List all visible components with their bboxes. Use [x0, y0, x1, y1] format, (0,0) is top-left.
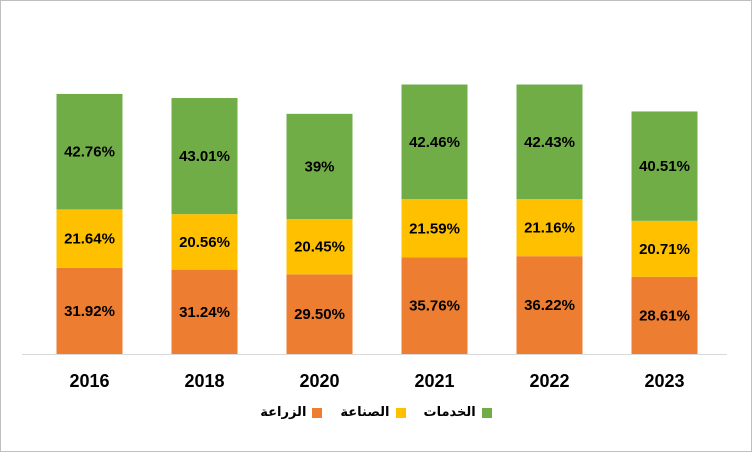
legend-label-industry: الصناعة: [340, 405, 390, 420]
x-tick-label-2022: 2022: [529, 371, 569, 391]
data-label-industry-2021: 21.59%: [409, 220, 460, 237]
bar-industry-2021: [401, 199, 468, 258]
legend-swatch-industry: [395, 407, 406, 418]
bar-agriculture-2022: [516, 256, 583, 354]
data-label-agriculture-2018: 31.24%: [179, 304, 230, 321]
data-label-agriculture-2016: 31.92%: [64, 303, 115, 320]
bar-industry-2020: [286, 219, 353, 275]
bar-agriculture-2020: [286, 274, 353, 354]
legend-item-services: الخدمات: [424, 405, 492, 420]
bar-industry-2022: [516, 199, 583, 257]
data-label-industry-2018: 20.56%: [179, 234, 230, 251]
data-label-services-2021: 42.46%: [409, 134, 460, 151]
data-label-services-2023: 40.51%: [639, 158, 690, 175]
data-label-agriculture-2021: 35.76%: [409, 298, 460, 315]
data-label-industry-2020: 20.45%: [294, 239, 345, 256]
legend: الخدمات الصناعة الزراعة: [0, 405, 752, 420]
data-label-services-2016: 42.76%: [64, 144, 115, 161]
data-label-agriculture-2022: 36.22%: [524, 297, 575, 314]
bar-industry-2018: [171, 214, 238, 270]
x-tick-label-2023: 2023: [644, 371, 684, 391]
bar-services-2021: [401, 84, 468, 200]
x-tick-label-2021: 2021: [414, 371, 454, 391]
data-label-industry-2016: 21.64%: [64, 231, 115, 248]
x-tick-label-2020: 2020: [299, 371, 339, 391]
data-label-services-2020: 39%: [304, 158, 334, 175]
bar-agriculture-2021: [401, 257, 468, 354]
bar-agriculture-2016: [56, 267, 123, 354]
legend-label-agriculture: الزراعة: [260, 405, 307, 420]
data-label-agriculture-2020: 29.50%: [294, 306, 345, 323]
bar-services-2018: [171, 98, 238, 215]
bar-agriculture-2023: [631, 276, 698, 354]
legend-swatch-agriculture: [312, 407, 323, 418]
data-label-industry-2023: 20.71%: [639, 241, 690, 258]
bar-services-2016: [56, 93, 123, 210]
data-label-services-2022: 42.43%: [524, 134, 575, 151]
data-label-agriculture-2023: 28.61%: [639, 307, 690, 324]
data-label-industry-2022: 21.16%: [524, 220, 575, 237]
bar-services-2022: [516, 84, 583, 200]
legend-item-industry: الصناعة: [340, 405, 406, 420]
bar-industry-2023: [631, 220, 698, 277]
legend-swatch-services: [481, 407, 492, 418]
legend-item-agriculture: الزراعة: [260, 405, 323, 420]
bar-agriculture-2018: [171, 269, 238, 354]
bar-services-2020: [286, 113, 353, 220]
x-tick-label-2016: 2016: [69, 371, 109, 391]
legend-label-services: الخدمات: [423, 405, 476, 420]
bar-industry-2016: [56, 209, 123, 268]
bar-services-2023: [631, 111, 698, 221]
x-tick-label-2018: 2018: [184, 371, 224, 391]
data-label-services-2018: 43.01%: [179, 148, 230, 165]
